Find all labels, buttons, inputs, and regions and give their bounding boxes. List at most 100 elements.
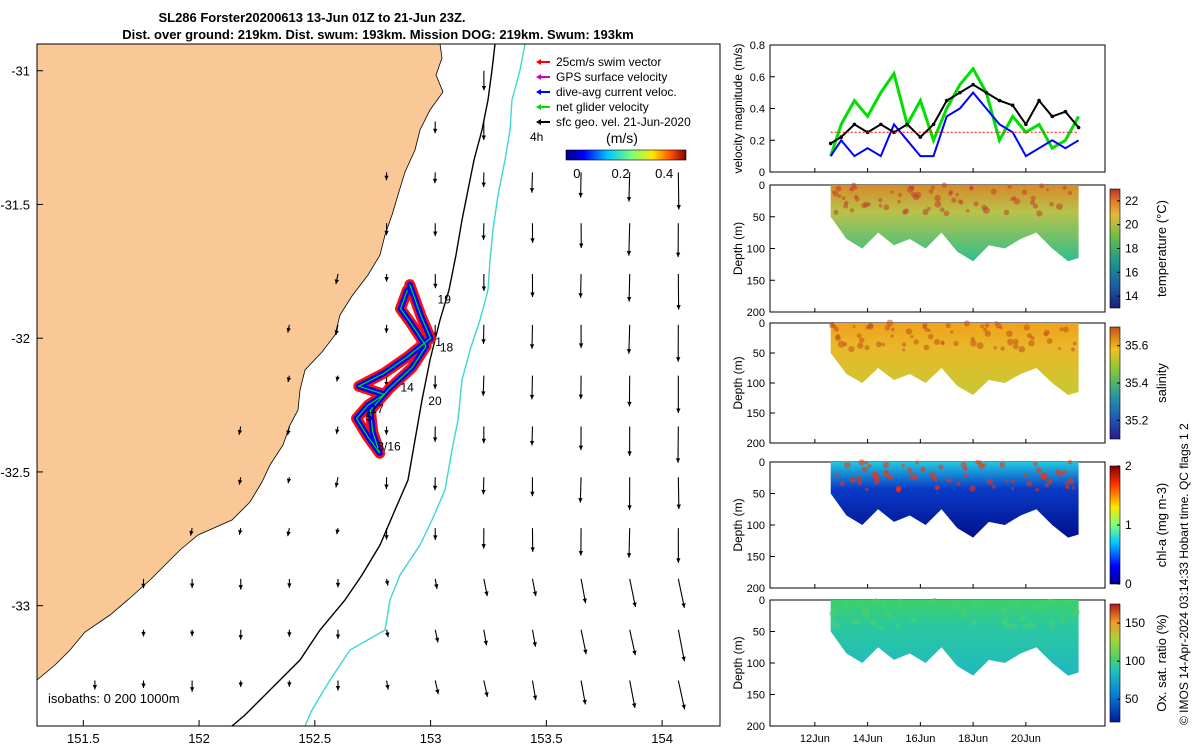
y-tick-label: 200	[747, 438, 765, 450]
section-texture-dot	[1010, 622, 1018, 630]
section-texture-dot	[958, 199, 963, 204]
velocity-arrowhead	[435, 689, 440, 695]
section-texture-dot	[863, 201, 870, 208]
velocity-arrowhead	[434, 584, 439, 589]
section-texture-dot	[914, 460, 920, 465]
velocity-arrowhead	[384, 230, 389, 236]
section-texture-dot	[977, 601, 981, 605]
section-texture-dot	[973, 201, 979, 207]
velocity-magnitude-panel: 0 0.2 0.4 0.6 0.8 velocity magnitude (m/s)	[731, 40, 1106, 179]
x-tick-label: 152.5	[299, 731, 332, 746]
legend-swatch-head	[536, 59, 541, 65]
section-texture-dot	[829, 611, 834, 616]
velocity-point	[1050, 114, 1055, 119]
section-texture-dot	[1062, 326, 1069, 333]
section-texture-dot	[1026, 480, 1033, 487]
figure-subtitle: Dist. over ground: 219km. Dist. swum: 19…	[122, 27, 634, 42]
colorbar-tick-label: 0.4	[655, 166, 673, 181]
section-texture-dot	[890, 616, 895, 621]
section-texture-dot	[1039, 183, 1045, 189]
velocity-point	[1076, 125, 1081, 130]
section-texture-dot	[875, 625, 880, 630]
section-texture-dot	[843, 461, 851, 469]
section-texture-dot	[922, 208, 929, 216]
time-axis: 12Jun 14Jun 16Jun 18Jun 20Jun	[800, 168, 1041, 745]
section-texture-dot	[1021, 189, 1028, 196]
legend-label: sfc geo. vel. 21-Jun-2020	[556, 115, 691, 129]
section-texture-dot	[1007, 338, 1014, 346]
section-texture-dot	[959, 612, 964, 617]
section-texture-dot	[948, 191, 953, 196]
velocity-arrowhead	[626, 197, 632, 202]
velocity-arrowhead	[434, 637, 440, 643]
glider-track	[351, 279, 437, 459]
section-texture-dot	[832, 620, 839, 628]
section-texture-dot	[1013, 338, 1019, 345]
colorbar-label: temperature (°C)	[1154, 200, 1169, 297]
depth-ylabel: Depth (m)	[731, 636, 745, 689]
section-texture-dot	[992, 600, 996, 604]
colorbar-tick-label: 2	[1125, 459, 1132, 473]
velocity-arrowhead	[432, 485, 438, 491]
legend-swatch-head	[536, 119, 541, 125]
y-tick-label: -33	[11, 599, 30, 614]
section-texture-dot	[854, 618, 861, 625]
section-texture-dot	[854, 196, 860, 202]
section-fill	[830, 462, 1079, 538]
colorbar-tick-label: 20	[1125, 218, 1139, 232]
section-texture-dot	[1067, 477, 1074, 485]
section-texture-dot	[901, 342, 907, 347]
velocity-arrowhead	[632, 602, 637, 608]
velocity-arrowhead	[532, 641, 537, 647]
section-texture-dot	[910, 335, 914, 339]
velocity-arrowhead	[578, 498, 583, 503]
legend-swatch-head	[536, 74, 541, 80]
velocity-arrowhead	[335, 429, 340, 434]
velocity-arrowhead	[578, 551, 584, 556]
velocity-arrowhead	[532, 591, 538, 597]
velocity-arrowhead	[481, 438, 486, 444]
velocity-arrowhead	[334, 279, 339, 285]
velocity-arrowhead	[384, 484, 389, 490]
y-tick-label: 0	[759, 457, 765, 469]
velocity-arrowhead	[141, 683, 146, 688]
section-texture-dot	[930, 185, 935, 190]
legend-time-label: 4h	[530, 130, 543, 144]
day-label: 20	[428, 394, 442, 408]
section-texture-dot	[909, 617, 915, 623]
velocity-arrowhead	[238, 479, 243, 485]
section-texture-dot	[1071, 486, 1076, 490]
section-texture-dot	[963, 320, 970, 327]
velocity-arrowhead	[529, 188, 535, 193]
velocity-point	[905, 122, 909, 127]
map-y-axis: -31 -31.5 -32 -32.5 -33	[0, 64, 43, 614]
day-label: 17	[370, 402, 384, 416]
section-texture-dot	[1056, 203, 1063, 210]
y-tick-label: 50	[753, 348, 765, 360]
section-texture-dot	[869, 620, 876, 627]
time-tick-label: 12Jun	[800, 733, 830, 745]
velocity-arrowhead	[335, 686, 341, 691]
y-tick-label: 150	[747, 552, 765, 564]
section-texture-dot	[983, 327, 988, 332]
day-label: 1	[435, 335, 442, 349]
section-texture-dot	[1004, 615, 1008, 619]
y-tick-label: 100	[747, 244, 765, 256]
time-tick-label: 16Jun	[905, 733, 935, 745]
section-texture-dot	[956, 481, 961, 486]
y-tick-label: 0.6	[750, 72, 765, 84]
velocity-arrowhead	[578, 394, 584, 400]
section-texture-dot	[849, 476, 857, 483]
section-texture-dot	[991, 484, 996, 489]
map-x-axis: 151.5 152 152.5 153 153.5 154	[67, 720, 673, 746]
velocity-point	[931, 122, 936, 127]
section-texture-dot	[884, 324, 891, 331]
y-tick-label: 0.4	[750, 104, 765, 116]
section-texture-dot	[867, 323, 874, 330]
colorbar-tick-label: 1	[1125, 518, 1132, 532]
section-texture-dot	[1003, 209, 1010, 216]
x-tick-label: 153.5	[530, 731, 563, 746]
velocity-arrowhead	[676, 357, 681, 362]
